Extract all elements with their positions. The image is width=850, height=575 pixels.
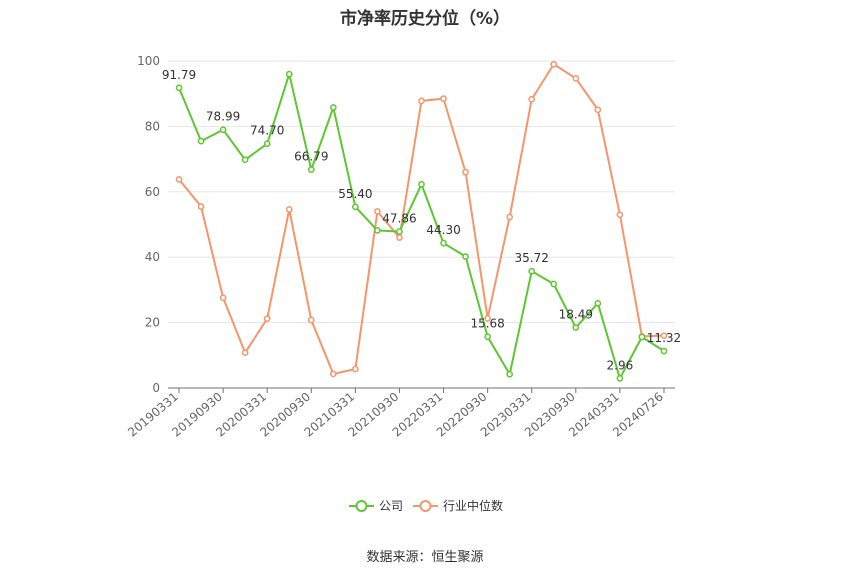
data-label: 47.86 <box>382 211 416 225</box>
data-point <box>307 316 315 324</box>
data-label: 18.49 <box>559 308 593 322</box>
data-label: 66.79 <box>294 150 328 164</box>
data-point <box>219 294 227 302</box>
y-tick-label: 20 <box>145 316 160 330</box>
data-point <box>616 374 624 382</box>
data-point <box>374 208 381 215</box>
data-point <box>241 349 249 357</box>
data-point <box>528 267 536 275</box>
data-point <box>329 104 337 111</box>
data-label: 2.96 <box>607 358 634 372</box>
data-point <box>197 203 205 210</box>
data-label: 35.72 <box>515 251 549 265</box>
series-line-0 <box>178 73 665 380</box>
data-point <box>506 213 514 221</box>
data-source: 数据来源：恒生聚源 <box>366 550 484 565</box>
legend-label-industry: 行业中位数 <box>443 498 503 513</box>
data-point <box>550 60 558 68</box>
data-point <box>396 234 403 241</box>
chart-title: 市净率历史分位（%） <box>339 9 511 29</box>
data-point <box>616 211 624 219</box>
data-point <box>418 180 425 188</box>
data-label: 44.30 <box>426 223 460 237</box>
data-label: 74.70 <box>250 124 284 138</box>
data-label: 91.79 <box>162 68 196 82</box>
data-point <box>352 203 359 211</box>
data-point <box>638 333 646 341</box>
data-point <box>484 333 491 341</box>
data-point <box>374 227 381 234</box>
legend-marker-company <box>355 500 368 512</box>
data-point <box>307 166 315 173</box>
data-point <box>440 95 447 102</box>
series-line-1 <box>178 63 665 375</box>
data-point <box>594 106 602 114</box>
data-point <box>594 299 602 307</box>
data-point <box>660 332 668 340</box>
data-label: 11.32 <box>647 331 681 345</box>
y-tick-label: 100 <box>137 54 160 68</box>
data-point <box>572 74 580 82</box>
data-point <box>352 365 359 373</box>
y-tick-label: 80 <box>145 119 160 133</box>
data-point <box>175 84 183 92</box>
data-point <box>263 315 271 323</box>
data-point <box>175 176 183 183</box>
data-point <box>462 253 469 260</box>
data-point <box>396 228 403 235</box>
y-tick-label: 40 <box>145 250 160 264</box>
data-point <box>550 280 558 288</box>
data-point <box>241 156 249 164</box>
data-point <box>285 206 293 213</box>
y-tick-label: 60 <box>145 185 160 199</box>
data-label: 15.68 <box>470 317 504 331</box>
data-point <box>660 347 668 355</box>
data-point <box>528 95 536 103</box>
data-label: 55.40 <box>338 187 372 201</box>
data-point <box>462 168 469 176</box>
data-point <box>440 239 447 247</box>
data-point <box>329 370 337 378</box>
y-tick-label: 0 <box>152 381 160 395</box>
data-point <box>285 70 293 78</box>
legend-marker-industry <box>419 500 432 512</box>
data-point <box>506 370 514 378</box>
data-point <box>484 314 491 322</box>
data-point <box>197 137 205 145</box>
data-point <box>572 324 580 331</box>
legend-label-company: 公司 <box>379 499 403 513</box>
data-point <box>263 140 271 148</box>
data-point <box>418 97 425 105</box>
data-label: 78.99 <box>206 110 240 124</box>
data-point <box>219 126 227 134</box>
